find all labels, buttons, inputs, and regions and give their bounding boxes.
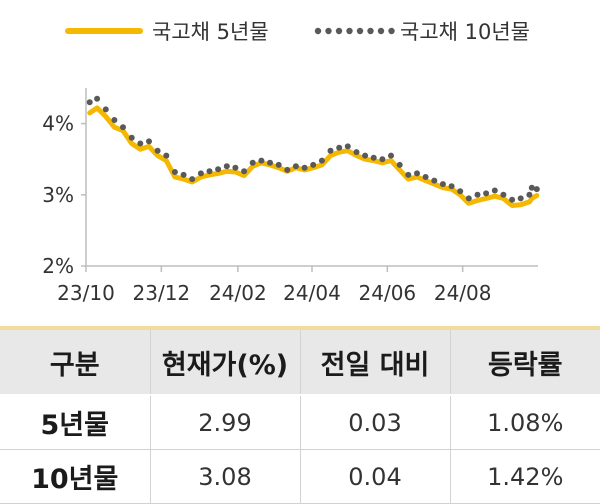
series-point-10y [275,161,282,168]
series-point-10y [431,177,438,184]
row-label: 10년물 [0,449,151,504]
series-point-10y [353,149,360,156]
legend-label-10y: 국고채 10년물 [400,20,530,44]
row-label: 5년물 [0,395,151,450]
header-current: 현재가(%) [150,330,301,396]
series-point-10y [232,164,239,171]
table-row: 10년물 3.08 0.04 1.42% [0,449,600,504]
legend-swatch-10y [314,27,395,35]
series-point-10y [94,95,101,102]
yield-table: 구분 현재가(%) 전일 대비 등락률 5년물 2.99 0.03 1.08% … [0,330,600,504]
series-point-10y [327,147,334,154]
series-point-10y [120,124,126,131]
series-point-10y [137,140,144,147]
x-tick-label: 24/04 [283,281,341,305]
header-category: 구분 [0,330,151,396]
series-point-10y [258,157,265,164]
series-point-10y [509,196,516,203]
change-value: 0.03 [300,395,451,450]
series-point-10y [171,169,178,175]
legend-dot [325,27,332,35]
series-point-10y [197,170,204,177]
y-tick-label: 2% [42,254,74,278]
legend-dot [367,27,374,35]
series-point-10y [414,170,420,177]
series-point-10y [422,174,429,180]
series-point-10y [86,99,93,106]
header-rate: 등락률 [450,330,600,396]
series-point-10y [215,166,222,173]
series-point-10y [370,154,377,161]
legend-label-5y: 국고채 5년물 [152,20,269,44]
legend-dot [388,27,395,35]
yield-table-section: 구분 현재가(%) 전일 대비 등락률 5년물 2.99 0.03 1.08% … [0,326,600,504]
series-point-10y [491,187,498,194]
series-point-10y [405,171,412,178]
series-line-5y [87,105,540,208]
y-tick-label: 3% [42,183,74,207]
header-change: 전일 대비 [300,330,451,396]
series-point-10y [396,161,403,168]
series-point-10y [465,195,472,202]
series-point-10y [249,159,256,166]
series-point-10y [111,117,118,123]
legend-dot [346,27,353,35]
series-point-10y [483,190,490,197]
x-tick-label: 23/12 [133,281,191,305]
y-tick-label: 4% [42,112,74,136]
x-tick-label: 24/06 [359,281,417,305]
series-point-10y [362,152,369,159]
series-point-10y [388,152,394,159]
series-point-10y [344,143,351,150]
table-header-row: 구분 현재가(%) 전일 대비 등락률 [0,330,600,396]
x-tick-label: 24/08 [434,281,492,305]
series-point-10y [180,171,187,178]
series-point-10y [301,164,308,171]
series-point-10y [533,186,540,193]
series-point-10y [146,138,152,145]
series-point-10y [163,152,170,159]
current-value: 3.08 [150,449,301,504]
legend: 국고채 5년물 국고채 10년물 [65,20,530,44]
series-point-10y [189,176,196,183]
series-point-10y [457,188,464,195]
series-point-10y [448,183,455,190]
series-point-10y [379,156,386,163]
legend-dot [356,27,364,35]
table-top-rule [0,326,600,330]
legend-dot [377,27,385,35]
series-point-10y [241,168,248,175]
series-point-10y [206,168,213,175]
series-point-10y [526,191,533,198]
series-point-10y [267,159,273,166]
series-point-10y [102,106,109,113]
series-point-10y [154,147,161,154]
series-point-10y [517,195,524,202]
plot-area: 2% 3% 4% 23/10 23/12 24/02 24/04 24/06 24/08 [42,88,540,305]
series-point-10y [128,134,135,141]
rate-value: 1.08% [450,395,600,450]
rate-value: 1.42% [450,449,600,504]
legend-dot [314,27,322,35]
series-point-10y [336,144,343,151]
legend-dot [335,27,343,35]
series-point-10y [439,181,446,188]
x-tick-label: 23/10 [57,281,115,305]
series-point-10y [310,161,317,168]
series-point-10y [500,191,507,198]
series-point-10y [223,163,230,170]
series-point-10y [528,184,535,191]
yield-chart: 국고채 5년물 국고채 10년물 2% 3% 4% 23/10 23/12 24/02 24… [42,20,540,305]
series-point-10y [318,157,325,164]
series-point-10y [474,191,481,198]
x-tick-label: 24/02 [209,281,267,305]
change-value: 0.04 [300,449,451,504]
table-row: 5년물 2.99 0.03 1.08% [0,395,600,450]
series-point-10y [292,163,299,170]
current-value: 2.99 [150,395,301,450]
series-point-10y [284,166,291,173]
